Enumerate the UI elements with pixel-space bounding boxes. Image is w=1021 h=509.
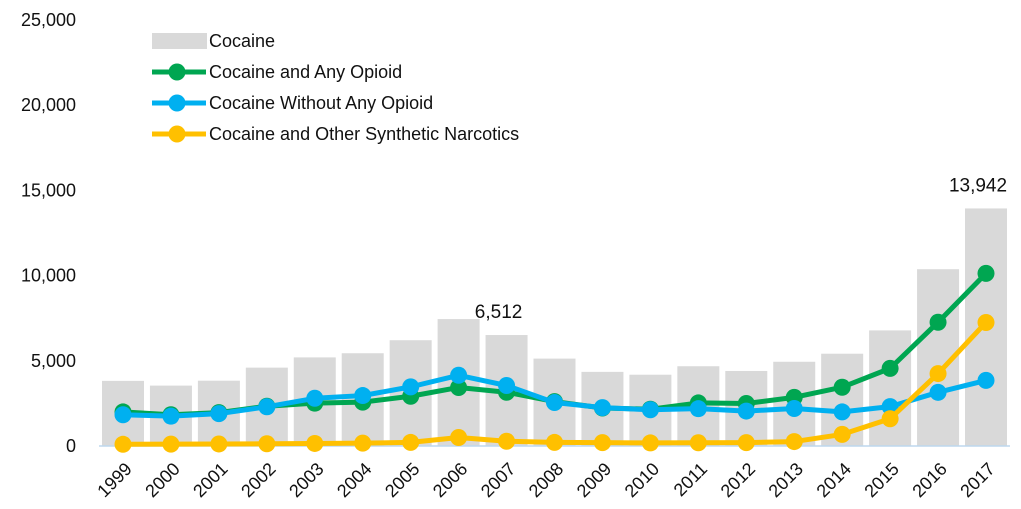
point-cocaine-and-other-synthetic-narcotics-2013	[785, 433, 803, 451]
y-tick-label: 10,000	[21, 266, 76, 286]
point-cocaine-and-any-opioid-2015	[881, 359, 899, 377]
y-tick-label: 20,000	[21, 95, 76, 115]
point-cocaine-and-other-synthetic-narcotics-2005	[402, 433, 420, 451]
point-cocaine-without-any-opioid-2011	[689, 400, 707, 418]
point-cocaine-without-any-opioid-2015	[881, 398, 899, 416]
point-cocaine-and-other-synthetic-narcotics-2003	[306, 434, 324, 452]
x-tick-label-2008: 2008	[525, 459, 567, 501]
point-cocaine-without-any-opioid-2010	[641, 401, 659, 419]
point-cocaine-without-any-opioid-2009	[593, 399, 611, 417]
point-cocaine-without-any-opioid-2004	[354, 387, 372, 405]
x-tick-label-2010: 2010	[621, 459, 663, 501]
point-cocaine-without-any-opioid-2002	[258, 398, 276, 416]
bar-2015	[869, 330, 912, 446]
x-tick-label-2000: 2000	[141, 459, 183, 501]
data-label-2007: 6,512	[475, 302, 523, 323]
point-cocaine-and-other-synthetic-narcotics-2012	[737, 434, 755, 452]
y-axis: 0 5,000 10,000 15,000 20,000 25,000	[21, 10, 76, 456]
point-cocaine-without-any-opioid-2017	[977, 371, 995, 389]
x-tick-label-2012: 2012	[717, 459, 759, 501]
x-tick-label-2009: 2009	[573, 459, 615, 501]
x-tick-label-2011: 2011	[670, 459, 712, 501]
x-tick-label-2014: 2014	[813, 459, 855, 501]
point-cocaine-and-other-synthetic-narcotics-2008	[546, 433, 563, 451]
point-cocaine-without-any-opioid-2006	[450, 366, 468, 384]
point-cocaine-and-other-synthetic-narcotics-2016	[929, 365, 947, 383]
y-tick-label: 0	[66, 436, 76, 456]
point-cocaine-and-any-opioid-2016	[929, 313, 947, 331]
x-tick-label-2004: 2004	[333, 459, 375, 501]
legend: Cocaine Cocaine and Any Opioid Cocaine Wit…	[152, 31, 519, 144]
x-axis: 1999 2000 2001 2002 2003 2004 2005 2006 2007 2008…	[93, 459, 998, 501]
legend-marker-cocaine-and-any-opioid	[168, 63, 186, 81]
point-cocaine-without-any-opioid-1999	[114, 406, 132, 424]
point-cocaine-and-other-synthetic-narcotics-2010	[641, 434, 659, 452]
point-cocaine-and-other-synthetic-narcotics-2015	[881, 410, 899, 428]
y-tick-label: 5,000	[31, 351, 76, 371]
legend-swatch-cocaine	[152, 33, 207, 49]
point-cocaine-without-any-opioid-2003	[306, 389, 324, 407]
x-tick-label-2016: 2016	[908, 459, 950, 501]
point-cocaine-and-other-synthetic-narcotics-2014	[833, 425, 851, 443]
y-tick-label: 25,000	[21, 10, 76, 30]
legend-label-cocaine-and-any-opioid: Cocaine and Any Opioid	[209, 62, 402, 82]
x-tick-label-2005: 2005	[381, 459, 423, 501]
line-group	[114, 264, 995, 453]
x-tick-label-1999: 1999	[93, 459, 135, 501]
x-tick-label-2006: 2006	[429, 459, 471, 501]
data-label-group: 6,512 13,942	[475, 175, 1007, 323]
point-cocaine-and-other-synthetic-narcotics-2001	[210, 435, 228, 453]
point-cocaine-without-any-opioid-2014	[833, 403, 851, 421]
x-tick-label-2002: 2002	[237, 459, 279, 501]
point-cocaine-and-other-synthetic-narcotics-1999	[114, 435, 132, 453]
point-cocaine-and-other-synthetic-narcotics-2009	[593, 434, 611, 452]
legend-label-cocaine: Cocaine	[209, 31, 275, 51]
y-tick-label: 15,000	[21, 180, 76, 200]
point-cocaine-and-other-synthetic-narcotics-2017	[977, 313, 995, 331]
x-tick-label-2013: 2013	[765, 459, 807, 501]
legend-marker-cocaine-and-other-synthetic-narcotics	[168, 125, 186, 143]
point-cocaine-without-any-opioid-2016	[929, 383, 947, 401]
point-cocaine-without-any-opioid-2001	[210, 405, 228, 423]
point-cocaine-without-any-opioid-2013	[785, 400, 803, 418]
point-cocaine-and-other-synthetic-narcotics-2002	[258, 435, 276, 453]
point-cocaine-and-other-synthetic-narcotics-2011	[689, 434, 707, 452]
legend-label-cocaine-and-other-synthetic-narcotics: Cocaine and Other Synthetic Narcotics	[209, 124, 519, 144]
point-cocaine-and-any-opioid-2017	[977, 264, 995, 282]
point-cocaine-and-other-synthetic-narcotics-2004	[354, 434, 372, 452]
point-cocaine-without-any-opioid-2007	[498, 377, 516, 395]
point-cocaine-without-any-opioid-2000	[162, 407, 180, 425]
point-cocaine-and-other-synthetic-narcotics-2006	[450, 428, 468, 446]
point-cocaine-without-any-opioid-2005	[402, 378, 420, 396]
legend-marker-cocaine-without-any-opioid	[168, 94, 186, 112]
legend-label-cocaine-without-any-opioid: Cocaine Without Any Opioid	[209, 93, 433, 113]
x-tick-label-2001: 2001	[189, 459, 231, 501]
data-label-2017: 13,942	[949, 175, 1007, 196]
x-tick-label-2003: 2003	[285, 459, 327, 501]
point-cocaine-and-other-synthetic-narcotics-2007	[498, 432, 516, 450]
point-cocaine-and-any-opioid-2014	[833, 378, 851, 396]
point-cocaine-without-any-opioid-2012	[737, 402, 755, 420]
point-cocaine-without-any-opioid-2008	[546, 394, 563, 412]
x-tick-label-2007: 2007	[477, 459, 519, 501]
point-cocaine-and-other-synthetic-narcotics-2000	[162, 435, 180, 453]
x-tick-label-2015: 2015	[860, 459, 902, 501]
x-tick-label-2017: 2017	[956, 459, 998, 501]
point-cocaine-and-any-opioid-2006	[450, 378, 468, 396]
